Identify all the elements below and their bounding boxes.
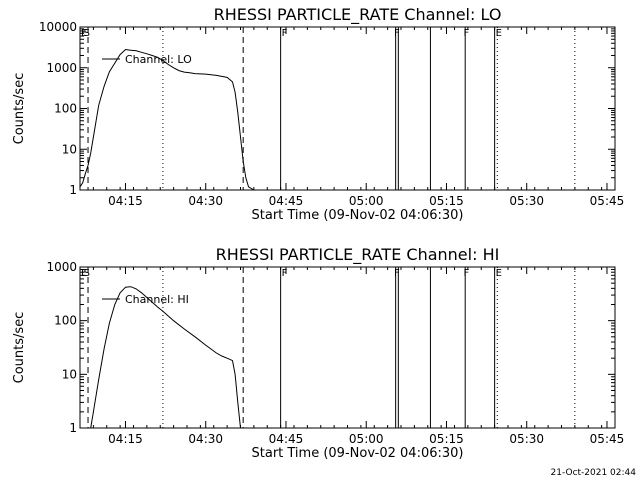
y-tick-label: 1000 xyxy=(46,260,77,274)
x-axis-label: Start Time (09-Nov-02 04:06:30) xyxy=(252,208,464,223)
flag-label: S xyxy=(84,268,90,279)
y-axis-label: Counts/sec xyxy=(12,312,27,384)
chart-panel-2: RHESSI PARTICLE_RATE Channel: HI 1 10 100 10… xyxy=(12,245,624,461)
x-tick-label: 04:30 xyxy=(188,432,223,446)
x-tick-label: 05:00 xyxy=(349,194,384,208)
footer-timestamp: 21-Oct-2021 02:44 xyxy=(551,468,637,478)
flag-label: F xyxy=(394,268,400,279)
flag-label: E xyxy=(81,28,87,39)
x-tick-label: 05:30 xyxy=(509,194,544,208)
x-tick-label: 04:30 xyxy=(188,194,223,208)
chart-panel-1: RHESSI PARTICLE_RATE Channel: LO 1 10 100 10… xyxy=(12,5,624,223)
x-tick-label: 05:00 xyxy=(349,432,384,446)
y-tick-label: 10 xyxy=(62,367,77,381)
flag-label: E xyxy=(81,268,87,279)
y-tick-label: 100 xyxy=(54,102,77,116)
series-line xyxy=(79,48,255,191)
legend-label: Channel: HI xyxy=(125,293,189,306)
series-line xyxy=(90,286,241,429)
legend-label: Channel: LO xyxy=(125,53,192,66)
y-tick-label: 1 xyxy=(69,183,77,197)
flag-label: F xyxy=(464,28,470,39)
y-tick-label: 1000 xyxy=(46,61,77,75)
flag-label: E xyxy=(496,28,502,39)
x-tick-label: 05:30 xyxy=(509,432,544,446)
x-tick-label: 04:45 xyxy=(269,432,304,446)
chart-title: RHESSI PARTICLE_RATE Channel: LO xyxy=(214,5,502,25)
x-tick-label: 04:15 xyxy=(108,194,143,208)
x-tick-label: 05:45 xyxy=(590,432,625,446)
flag-label: F xyxy=(394,28,400,39)
x-tick-label: 05:15 xyxy=(429,432,464,446)
plot-frame xyxy=(79,26,616,191)
flag-label: S xyxy=(84,28,90,39)
x-tick-label: 05:15 xyxy=(429,194,464,208)
x-tick-label: 04:15 xyxy=(108,432,143,446)
flag-label: F xyxy=(282,268,288,279)
flag-label: F xyxy=(464,268,470,279)
y-tick-label: 10 xyxy=(62,142,77,156)
x-tick-label: 04:45 xyxy=(269,194,304,208)
y-tick-label: 10000 xyxy=(39,20,77,34)
chart-title: RHESSI PARTICLE_RATE Channel: HI xyxy=(216,245,500,265)
flag-label: F xyxy=(282,28,288,39)
flag-label: E xyxy=(496,268,502,279)
plot-frame xyxy=(79,266,616,429)
y-tick-label: 100 xyxy=(54,314,77,328)
x-tick-label: 05:45 xyxy=(590,194,625,208)
x-axis-label: Start Time (09-Nov-02 04:06:30) xyxy=(252,446,464,461)
y-axis-label: Counts/sec xyxy=(12,73,27,145)
y-tick-label: 1 xyxy=(69,421,77,435)
